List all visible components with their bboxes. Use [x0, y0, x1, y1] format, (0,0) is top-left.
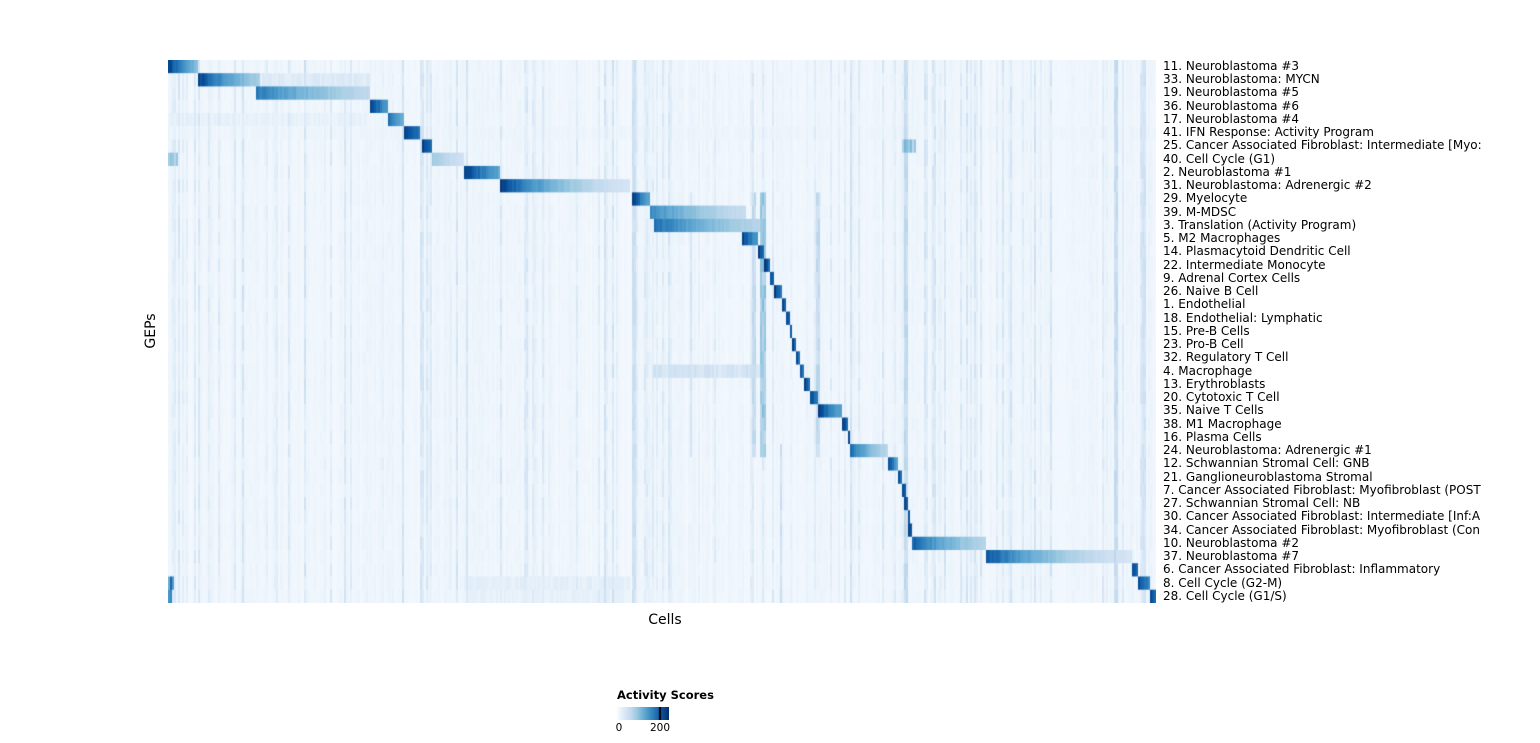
row-label: 12. Schwannian Stromal Cell: GNB: [1163, 456, 1370, 471]
row-label: 29. Myelocyte: [1163, 191, 1248, 206]
legend: Activity Scores 0 200: [615, 688, 777, 734]
row-label: 39. M-MDSC: [1163, 204, 1237, 219]
row-label: 30. Cancer Associated Fibroblast: Interm…: [1163, 509, 1481, 524]
row-label: 36. Neuroblastoma #6: [1163, 98, 1300, 113]
row-label: 6. Cancer Associated Fibroblast: Inflamm…: [1163, 562, 1441, 577]
row-label: 25. Cancer Associated Fibroblast: Interm…: [1163, 138, 1482, 153]
row-label: 31. Neuroblastoma: Adrenergic #2: [1163, 178, 1372, 193]
row-label: 14. Plasmacytoid Dendritic Cell: [1163, 244, 1351, 259]
row-label: 32. Regulatory T Cell: [1163, 350, 1289, 365]
row-label: 17. Neuroblastoma #4: [1163, 111, 1300, 126]
row-label: 22. Intermediate Monocyte: [1163, 257, 1326, 272]
row-label: 1. Endothelial: [1163, 297, 1246, 312]
y-axis-label: GEPs: [143, 313, 159, 349]
row-label: 18. Endothelial: Lymphatic: [1163, 310, 1323, 325]
row-label: 27. Schwannian Stromal Cell: NB: [1163, 496, 1361, 511]
row-label: 8. Cell Cycle (G2-M): [1163, 575, 1283, 590]
row-label: 4. Macrophage: [1163, 363, 1253, 378]
row-label: 13. Erythroblasts: [1163, 376, 1266, 391]
row-label: 40. Cell Cycle (G1): [1163, 151, 1276, 166]
row-label: 19. Neuroblastoma #5: [1163, 85, 1300, 100]
row-label: 15. Pre-B Cells: [1163, 323, 1250, 338]
row-label: 21. Ganglioneuroblastoma Stromal: [1163, 469, 1373, 484]
row-label: 28. Cell Cycle (G1/S): [1163, 588, 1287, 603]
row-label: 34. Cancer Associated Fibroblast: Myofib…: [1163, 522, 1481, 537]
legend-min-label: 0: [615, 722, 623, 734]
row-label: 16. Plasma Cells: [1163, 429, 1262, 444]
heatmap-canvas: [168, 60, 1156, 603]
row-label: 3. Translation (Activity Program): [1163, 217, 1357, 232]
row-label: 7. Cancer Associated Fibroblast: Myofibr…: [1163, 482, 1481, 497]
row-label: 35. Naive T Cells: [1163, 403, 1264, 418]
row-labels: 11. Neuroblastoma #3 33. Neuroblastoma: M…: [1163, 59, 1540, 603]
legend-gradient-bar: [617, 707, 669, 720]
row-label: 33. Neuroblastoma: MYCN: [1163, 72, 1320, 87]
row-label: 11. Neuroblastoma #3: [1163, 59, 1300, 73]
row-label: 9. Adrenal Cortex Cells: [1163, 270, 1301, 285]
x-axis-label: Cells: [648, 612, 682, 628]
row-label: 38. M1 Macrophage: [1163, 416, 1282, 431]
legend-max-label: 200: [649, 722, 671, 734]
legend-title: Activity Scores: [617, 688, 714, 702]
row-label: 26. Naive B Cell: [1163, 284, 1259, 299]
legend-ticks: 0 200: [615, 720, 671, 734]
row-label: 37. Neuroblastoma #7: [1163, 549, 1300, 564]
row-label: 41. IFN Response: Activity Program: [1163, 125, 1374, 140]
row-label: 23. Pro-B Cell: [1163, 337, 1244, 352]
row-label: 2. Neuroblastoma #1: [1163, 164, 1292, 179]
row-label: 20. Cytotoxic T Cell: [1163, 390, 1280, 405]
row-label: 24. Neuroblastoma: Adrenergic #1: [1163, 443, 1372, 458]
row-label: 10. Neuroblastoma #2: [1163, 535, 1300, 550]
row-label: 5. M2 Macrophages: [1163, 231, 1281, 246]
